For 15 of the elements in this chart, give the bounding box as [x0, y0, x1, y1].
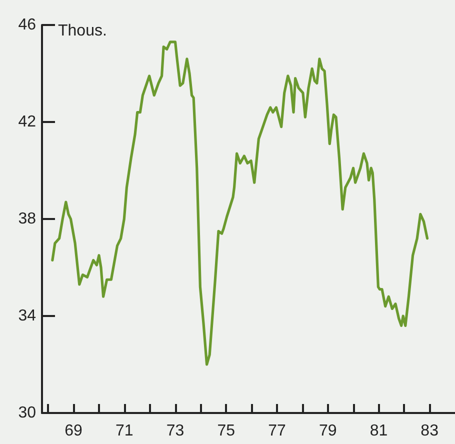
x-tick-label: 73 — [166, 422, 184, 440]
x-tick-label: 71 — [116, 422, 134, 440]
y-tick-label: 46 — [18, 16, 36, 34]
y-tick-label: 30 — [18, 404, 36, 422]
x-tick-label: 75 — [217, 422, 236, 440]
y-axis-title: Thous. — [58, 22, 107, 40]
x-tick-label: 81 — [370, 422, 388, 440]
x-tick-label: 83 — [420, 422, 439, 440]
y-tick-label: 34 — [18, 308, 36, 324]
x-tick-label: 79 — [318, 422, 337, 440]
y-tick-label: 42 — [18, 114, 36, 130]
x-tick-label: 77 — [268, 422, 286, 440]
y-tick-label: 38 — [18, 210, 36, 228]
line-series — [51, 40, 429, 366]
x-tick-label: 69 — [64, 422, 83, 440]
